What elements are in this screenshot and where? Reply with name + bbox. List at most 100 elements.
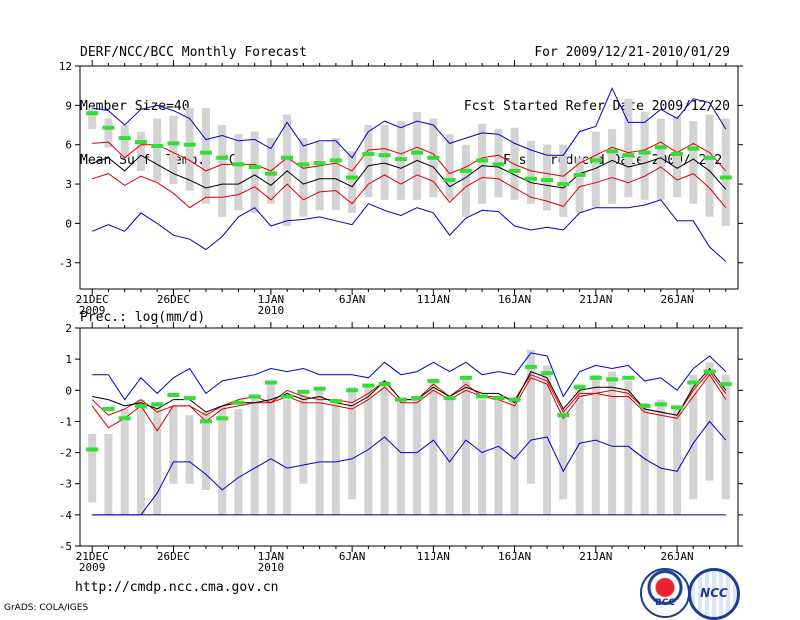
temperature-median-marker — [459, 168, 472, 173]
precipitation-xtick-label: 21DEC — [76, 550, 109, 563]
precipitation-spread-box — [315, 387, 324, 515]
fcst-started-date: Fcst Started Refer Date 2009/12/20 — [463, 99, 730, 114]
precipitation-spread-box — [201, 412, 210, 490]
precipitation-spread-box — [656, 399, 665, 515]
temperature-spread-box — [705, 114, 714, 217]
grads-credit: GrADS: COLA/IGES — [4, 603, 89, 613]
temperature-median-marker — [638, 150, 651, 155]
temperature-spread-box — [624, 98, 633, 198]
temperature-spread-box — [348, 151, 357, 213]
precipitation-median-marker — [589, 375, 602, 380]
temperature-median-marker — [443, 178, 456, 183]
temperature-spread-box — [234, 134, 243, 211]
temperature-ytick-label: 9 — [65, 99, 72, 112]
precipitation-spread-box — [283, 399, 292, 515]
precipitation-median-marker — [297, 389, 310, 394]
precipitation-median-marker — [281, 394, 294, 399]
precipitation-median-marker — [671, 405, 684, 410]
precipitation-ytick-label: -1 — [59, 415, 72, 428]
precipitation-spread-box — [413, 399, 422, 515]
precipitation-median-marker — [654, 402, 667, 407]
precipitation-min-line — [92, 420, 727, 516]
precipitation-median-marker — [167, 393, 180, 397]
temperature-median-marker — [281, 155, 294, 160]
precip-panel-title: Prec.: log(mm/d) — [80, 310, 205, 325]
temperature-median-marker — [362, 151, 375, 156]
precipitation-median-marker — [443, 396, 456, 401]
precipitation-median-marker — [524, 364, 537, 369]
temperature-xtick-label: 2010 — [258, 304, 285, 317]
temperature-median-marker — [102, 125, 115, 130]
precipitation-spread-box — [169, 405, 178, 484]
precipitation-xtick-label: 11JAN — [417, 550, 450, 563]
temperature-median-marker — [216, 155, 229, 160]
temperature-xtick-label: 11JAN — [417, 293, 450, 306]
temperature-spread-box — [673, 115, 682, 198]
temperature-median-marker — [557, 182, 570, 187]
temperature-plot-frame — [79, 65, 739, 290]
temperature-spread-box — [656, 118, 665, 200]
temperature-xtick-label: 26DEC — [157, 293, 190, 306]
precipitation-median-marker — [378, 382, 391, 387]
precipitation-ytick-label: 0 — [65, 384, 72, 397]
temperature-median-marker — [151, 144, 164, 148]
temperature-median-marker — [508, 168, 521, 173]
temperature-spread-box — [543, 144, 552, 211]
temperature-spread-box — [331, 138, 340, 211]
temperature-ytick-label: -3 — [59, 257, 72, 270]
precipitation-spread-box — [689, 374, 698, 500]
temperature-spread-box — [315, 142, 324, 211]
precipitation-spread-box — [526, 349, 535, 484]
temperature-median-marker — [411, 150, 424, 155]
precipitation-spread-box — [575, 384, 584, 515]
temperature-median-marker — [313, 161, 326, 166]
temperature-median-marker — [346, 175, 359, 180]
precipitation-median-marker — [427, 378, 440, 383]
precipitation-spread-box — [120, 409, 129, 515]
temperature-median-marker — [524, 176, 537, 181]
temperature-spread-box — [169, 115, 178, 184]
precipitation-median-marker — [719, 382, 732, 387]
precipitation-spread-box — [478, 399, 487, 515]
website-url[interactable]: http://cmdp.ncc.cma.gov.cn — [75, 580, 279, 595]
temperature-median-marker — [329, 158, 342, 163]
precipitation-median-marker — [183, 396, 196, 401]
temperature-xtick-label: 21DEC — [76, 293, 109, 306]
precipitation-xtick-label: 21JAN — [579, 550, 612, 563]
temperature-median-marker — [183, 142, 196, 147]
precipitation-median-marker — [459, 375, 472, 380]
precipitation-spread-box — [250, 396, 259, 515]
forecast-period: For 2009/12/21-2010/01/29 — [534, 45, 730, 60]
precipitation-median-marker — [362, 383, 375, 388]
precipitation-median-marker — [313, 386, 326, 391]
precipitation-mean-line — [92, 367, 727, 416]
precipitation-median-marker — [508, 397, 521, 402]
precipitation-median-marker — [346, 388, 359, 393]
precipitation-spread-box — [88, 433, 97, 503]
precipitation-median-marker — [134, 403, 147, 408]
precipitation-spread-box — [461, 377, 470, 515]
temperature-spread-box — [299, 138, 308, 217]
precipitation-spread-box — [608, 371, 617, 515]
precipitation-median-marker — [329, 399, 342, 404]
precipitation-spread-box — [348, 387, 357, 500]
temperature-median-marker — [492, 162, 505, 167]
precipitation-median-marker — [573, 385, 586, 390]
temperature-spread-box — [120, 125, 129, 158]
ncc-logo-text: NCC — [700, 586, 728, 600]
precipitation-ytick-label: 2 — [65, 322, 72, 335]
precipitation-median-marker — [703, 369, 716, 374]
temperature-spread-box — [445, 134, 454, 200]
temperature-median-marker — [297, 162, 310, 167]
precipitation-xtick-label: 26DEC — [157, 550, 190, 563]
precipitation-spread-box — [136, 399, 145, 515]
temperature-median-marker — [476, 158, 489, 163]
temperature-xtick-label: 2009 — [79, 304, 106, 317]
temperature-spread-box — [478, 123, 487, 204]
precipitation-spread-box — [591, 374, 600, 515]
temperature-median-marker — [622, 153, 635, 158]
precipitation-spread-box — [104, 433, 113, 515]
temperature-spread-box — [380, 125, 389, 200]
temperature-median-marker — [248, 165, 261, 169]
precipitation-xtick-label: 2010 — [258, 561, 285, 574]
